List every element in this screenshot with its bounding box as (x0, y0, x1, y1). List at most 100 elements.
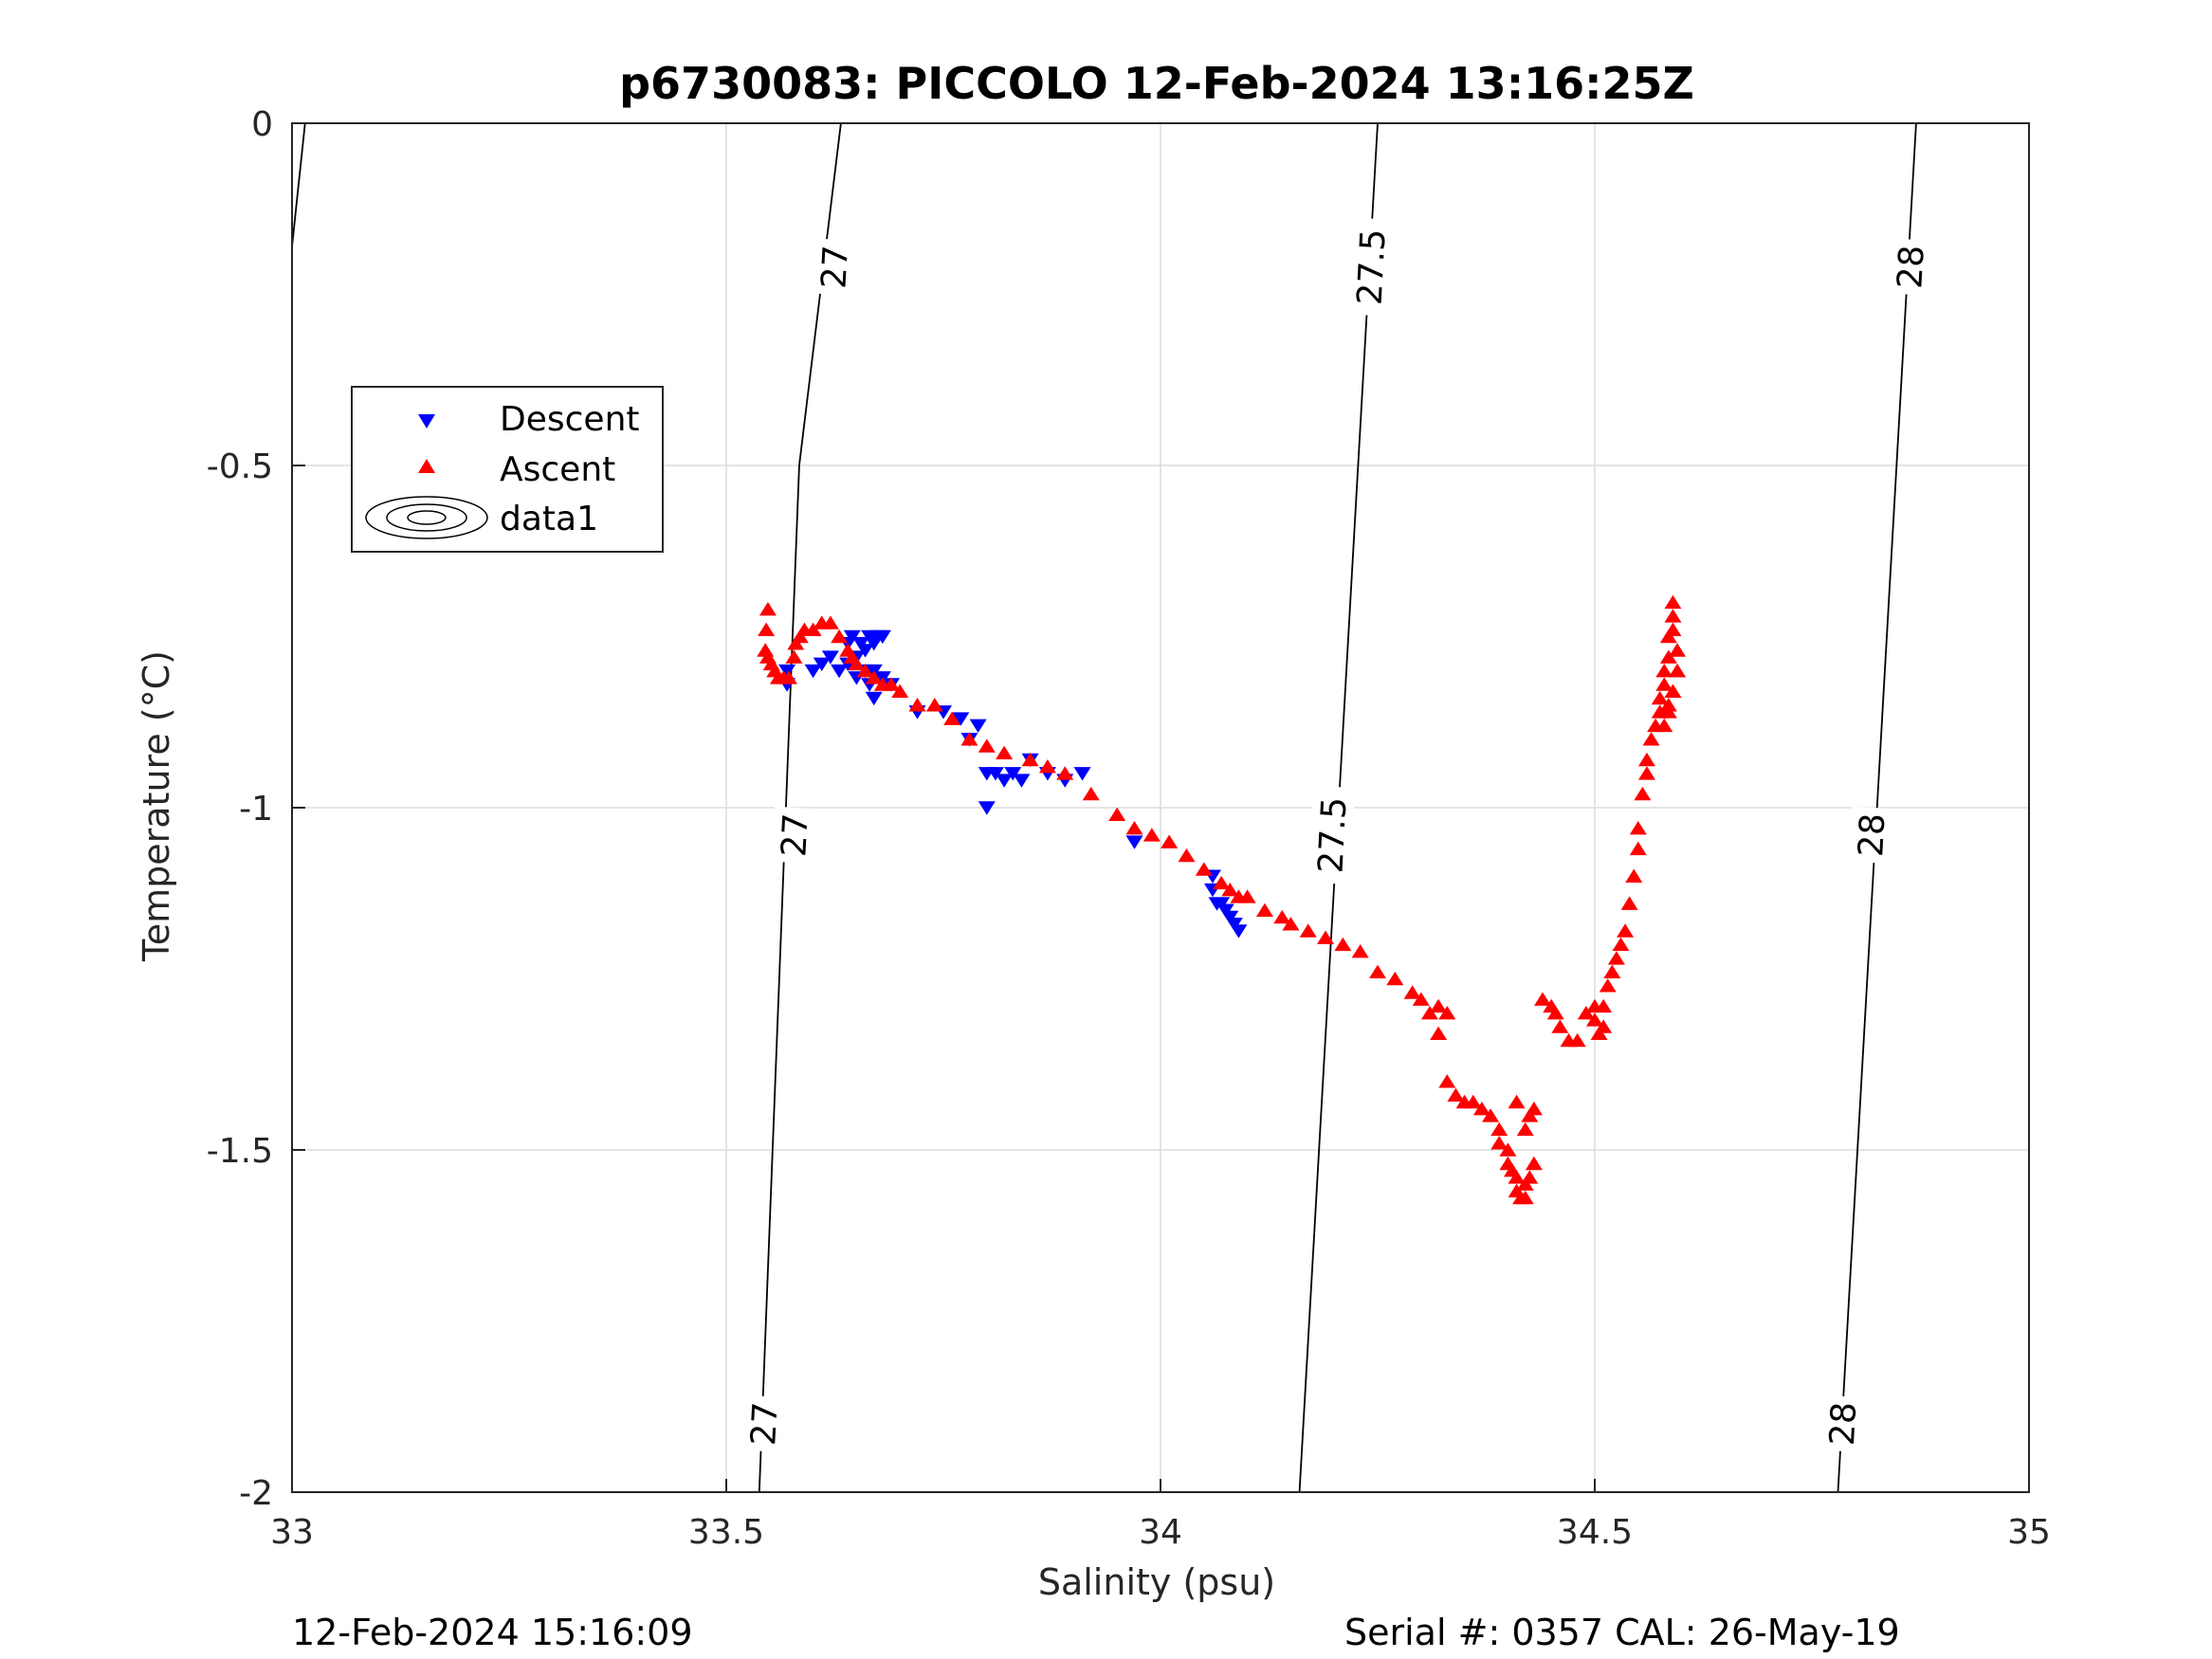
data-point (1438, 1005, 1456, 1020)
data-point (787, 636, 805, 650)
contour-line (291, 122, 306, 247)
x-tick-label: 34 (1139, 1513, 1182, 1552)
data-point (1525, 1156, 1543, 1171)
contour-label-text: 27 (814, 245, 855, 290)
data-point (1447, 1087, 1465, 1102)
data-point (873, 629, 891, 645)
data-point (1629, 821, 1647, 835)
contour-label-bg (1307, 785, 1356, 884)
data-point (804, 664, 822, 679)
data-point (1230, 924, 1248, 939)
data-point (1334, 937, 1352, 952)
data-point (1590, 1026, 1608, 1041)
data-point (821, 650, 839, 665)
contour-label: 27 (812, 238, 857, 296)
x-tick-label: 33 (270, 1513, 314, 1552)
data-point (759, 601, 777, 616)
x-tick-label: 35 (2007, 1513, 2051, 1552)
legend-descent-label: Descent (500, 400, 640, 439)
data-point (1634, 786, 1652, 801)
data-point (821, 615, 839, 629)
data-point (1073, 767, 1091, 781)
data-point (1403, 985, 1421, 999)
data-point (848, 656, 866, 671)
data-point (978, 801, 996, 815)
data-point (1225, 917, 1243, 932)
x-tick-label: 34.5 (1557, 1513, 1633, 1552)
contour-label: 28 (1848, 806, 1893, 864)
data-point (831, 629, 849, 644)
contour-label-text: 28 (1891, 245, 1931, 290)
footer-timestamp: 12-Feb-2024 15:16:09 (292, 1612, 693, 1653)
data-point (1472, 1102, 1490, 1116)
data-point (1629, 841, 1647, 856)
data-point (1637, 752, 1655, 767)
contour-label-bg (740, 1395, 786, 1452)
data-point (1273, 909, 1291, 924)
data-point (758, 622, 776, 637)
data-point (804, 622, 822, 637)
data-point (883, 677, 901, 691)
contour-label: 27 (771, 806, 816, 864)
contour-label-bg (812, 238, 857, 296)
data-point (1669, 663, 1687, 678)
data-point (1213, 897, 1231, 911)
data-point (1056, 766, 1074, 780)
data-point (1178, 848, 1196, 863)
data-point (865, 670, 883, 684)
contour-label-bg (771, 806, 816, 864)
data-point (1568, 1032, 1586, 1048)
legend: Descent Ascent data1 (351, 386, 664, 553)
data-point (996, 745, 1014, 759)
data-point (785, 649, 803, 664)
data-point (1664, 594, 1682, 610)
data-point (1577, 1005, 1595, 1020)
data-point (1021, 752, 1039, 767)
data-point (1607, 951, 1625, 965)
data-point (791, 629, 809, 644)
legend-contour-icon (365, 496, 488, 539)
data-point (1013, 774, 1031, 788)
data-point (1669, 643, 1687, 657)
data-point (1642, 732, 1660, 746)
y-tick-label: 0 (251, 105, 273, 144)
data-point (1216, 903, 1234, 918)
data-point (1655, 718, 1673, 733)
contour-label: 28 (1888, 238, 1932, 296)
data-point (1516, 1121, 1534, 1137)
data-point (1664, 684, 1682, 699)
legend-box (351, 386, 664, 553)
data-point (831, 664, 849, 679)
data-point (1534, 992, 1552, 1006)
data-point (1420, 1005, 1438, 1020)
data-point (996, 774, 1014, 788)
data-point (908, 698, 926, 712)
contour-label-text: 27 (775, 812, 815, 858)
data-point (1595, 1019, 1613, 1033)
data-point (1551, 1019, 1569, 1033)
data-point (856, 644, 874, 658)
series-ascent (757, 594, 1687, 1205)
data-point (986, 767, 1004, 781)
data-point (1490, 1136, 1508, 1150)
data-point (1464, 1094, 1482, 1109)
data-point (1617, 923, 1635, 938)
legend-ascent-marker (418, 459, 435, 473)
data-point (1595, 998, 1613, 1013)
data-point (1038, 759, 1056, 774)
data-point (1651, 690, 1669, 705)
data-point (856, 663, 874, 678)
data-point (1082, 786, 1100, 801)
data-point (891, 684, 909, 699)
contour-label-text: 28 (1852, 812, 1892, 858)
data-point (865, 691, 883, 706)
data-point (1664, 609, 1682, 623)
contour-labels: 27 27 27 27.5 27.5 28 28 28 (740, 217, 1932, 1452)
data-point (1664, 622, 1682, 637)
tick-labels: 33 33.5 34 34.5 35 0 -0.5 -1 -1.5 -2 (207, 105, 2051, 1552)
data-point (1508, 1094, 1526, 1109)
data-point (960, 732, 978, 746)
data-point (1603, 964, 1621, 979)
data-point (1490, 1121, 1508, 1137)
data-point (1221, 910, 1239, 925)
